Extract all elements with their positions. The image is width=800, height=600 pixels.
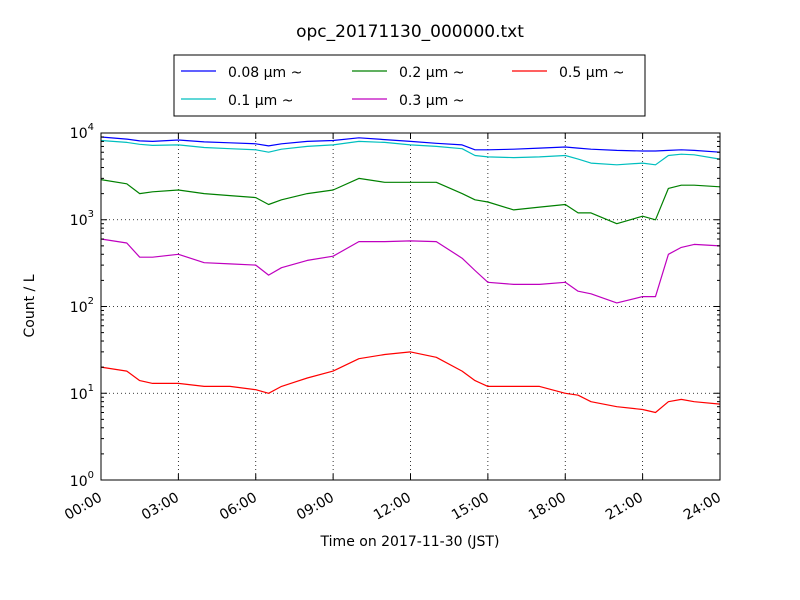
plot-area — [100, 132, 721, 481]
legend-entry: 0.2 μm ~ — [352, 65, 464, 81]
legend-entry: 0.5 μm ~ — [512, 65, 624, 81]
chart-title: opc_20171130_000000.txt — [296, 22, 524, 42]
series-lines — [100, 136, 721, 414]
y-tick-label: 103 — [70, 209, 94, 229]
legend-label: 0.08 μm ~ — [228, 65, 302, 81]
series-line — [100, 238, 721, 304]
y-tick-labels: 100 101 102 103 104 — [70, 122, 94, 490]
legend-entry: 0.1 μm ~ — [181, 93, 293, 109]
y-tick-label: 102 — [70, 296, 94, 316]
legend-frame — [173, 54, 646, 117]
series-line — [100, 139, 721, 166]
legend-entry: 0.08 μm ~ — [181, 65, 302, 81]
y-axis-label: Count / L — [22, 274, 38, 337]
y-tick-label: 104 — [70, 122, 94, 142]
legend-label: 0.2 μm ~ — [399, 65, 464, 81]
x-axis-label: Time on 2017-11-30 (JST) — [320, 534, 500, 550]
series-line — [100, 351, 721, 414]
legend-label: 0.1 μm ~ — [228, 93, 293, 109]
series-line — [100, 177, 721, 225]
legend: 0.08 μm ~ 0.1 μm ~ 0.2 μm ~ 0.3 μm ~ 0.5… — [173, 54, 646, 117]
legend-label: 0.5 μm ~ — [559, 65, 624, 81]
axis-ticks — [100, 132, 721, 481]
legend-label: 0.3 μm ~ — [399, 93, 464, 109]
legend-entry: 0.3 μm ~ — [352, 93, 464, 109]
y-tick-label: 101 — [70, 383, 94, 403]
series-line — [100, 136, 721, 153]
y-tick-label: 100 — [70, 470, 94, 490]
